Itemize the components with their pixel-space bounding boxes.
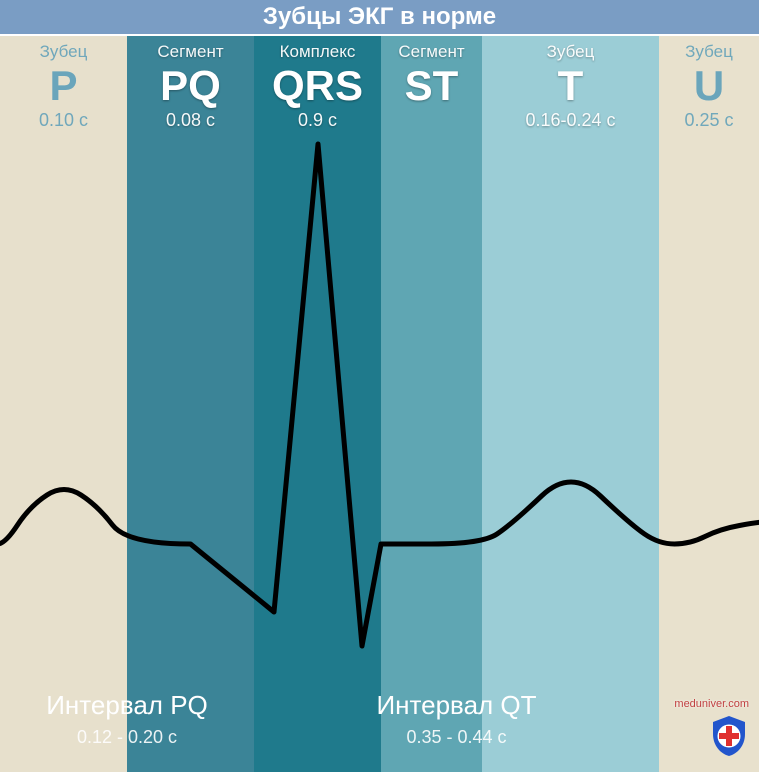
column-st: СегментST bbox=[381, 36, 482, 772]
columns-container: ЗубецP0.10 сСегментPQ0.08 сКомплексQRS0.… bbox=[0, 36, 759, 772]
interval-pq-value: 0.12 - 0.20 с bbox=[0, 727, 254, 748]
column-qrs: КомплексQRS0.9 с bbox=[254, 36, 381, 772]
interval-pq-label: Интервал PQ bbox=[0, 690, 254, 721]
column-duration: 0.08 с bbox=[127, 110, 254, 131]
column-symbol: T bbox=[482, 64, 659, 108]
column-type-label: Сегмент bbox=[127, 42, 254, 62]
title-text: Зубцы ЭКГ в норме bbox=[263, 3, 496, 31]
column-t: ЗубецT0.16-0.24 с bbox=[482, 36, 659, 772]
column-header: ЗубецT0.16-0.24 с bbox=[482, 36, 659, 131]
interval-qt-label: Интервал QT bbox=[254, 690, 659, 721]
column-header: КомплексQRS0.9 с bbox=[254, 36, 381, 131]
column-symbol: ST bbox=[381, 64, 482, 108]
column-type-label: Комплекс bbox=[254, 42, 381, 62]
column-u: ЗубецU0.25 с bbox=[659, 36, 759, 772]
column-type-label: Зубец bbox=[482, 42, 659, 62]
interval-qt-value: 0.35 - 0.44 с bbox=[254, 727, 659, 748]
column-duration: 0.16-0.24 с bbox=[482, 110, 659, 131]
column-pq: СегментPQ0.08 с bbox=[127, 36, 254, 772]
column-header: СегментPQ0.08 с bbox=[127, 36, 254, 131]
source-badge-icon bbox=[707, 714, 751, 758]
ecg-infographic: Зубцы ЭКГ в норме ЗубецP0.10 сСегментPQ0… bbox=[0, 0, 759, 772]
column-symbol: U bbox=[659, 64, 759, 108]
interval-pq: Интервал PQ 0.12 - 0.20 с bbox=[0, 690, 254, 748]
column-type-label: Зубец bbox=[659, 42, 759, 62]
column-duration: 0.9 с bbox=[254, 110, 381, 131]
column-symbol: P bbox=[0, 64, 127, 108]
column-duration: 0.10 с bbox=[0, 110, 127, 131]
column-type-label: Сегмент bbox=[381, 42, 482, 62]
column-duration: 0.25 с bbox=[659, 110, 759, 131]
interval-qt: Интервал QT 0.35 - 0.44 с bbox=[254, 690, 659, 748]
column-header: ЗубецP0.10 с bbox=[0, 36, 127, 131]
column-p: ЗубецP0.10 с bbox=[0, 36, 127, 772]
title-bar: Зубцы ЭКГ в норме bbox=[0, 0, 759, 36]
watermark-text: meduniver.com bbox=[674, 698, 749, 710]
column-symbol: PQ bbox=[127, 64, 254, 108]
column-symbol: QRS bbox=[254, 64, 381, 108]
column-header: СегментST bbox=[381, 36, 482, 108]
intervals-row: Интервал PQ 0.12 - 0.20 с Интервал QT 0.… bbox=[0, 690, 759, 760]
column-type-label: Зубец bbox=[0, 42, 127, 62]
column-header: ЗубецU0.25 с bbox=[659, 36, 759, 131]
